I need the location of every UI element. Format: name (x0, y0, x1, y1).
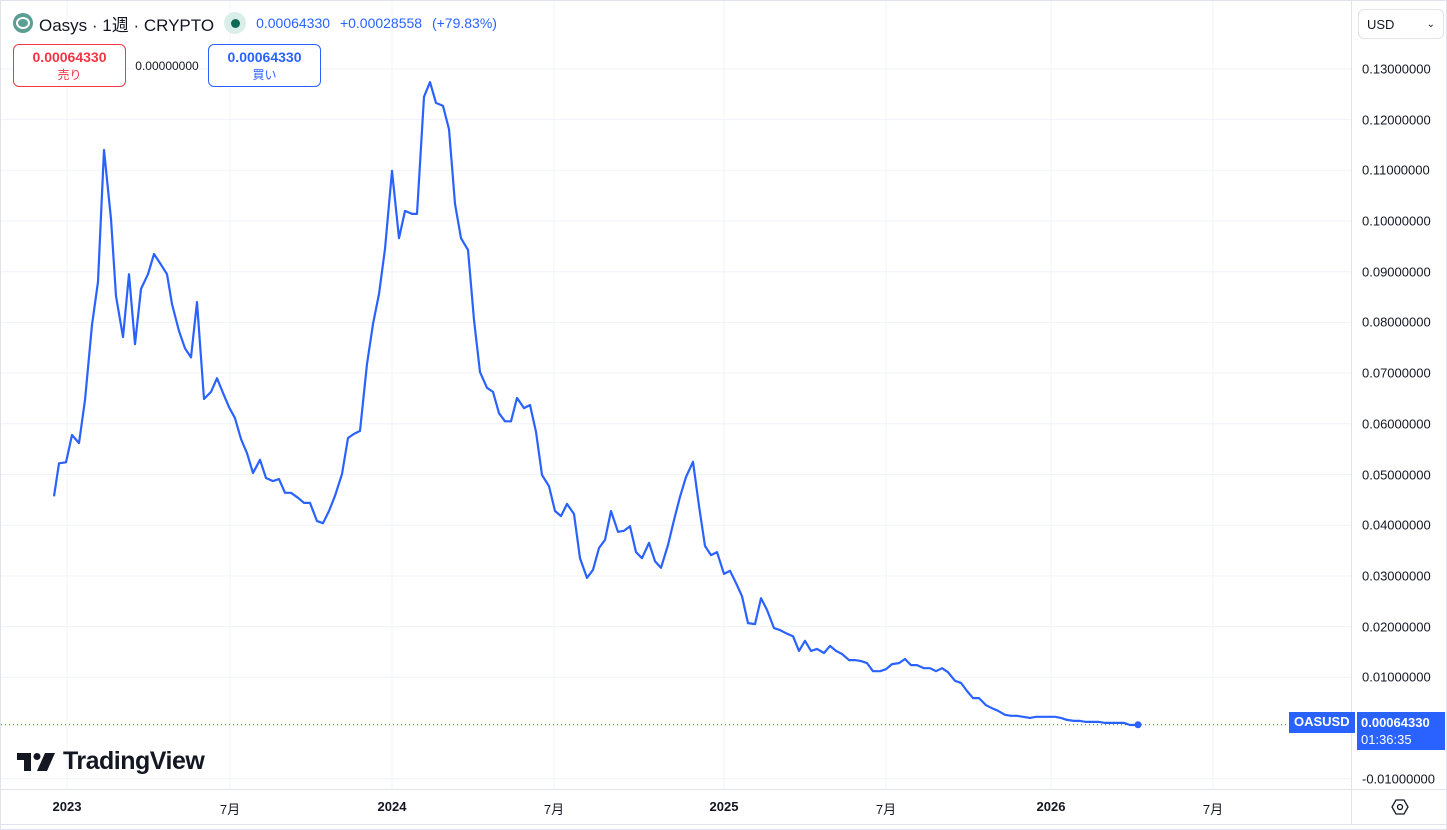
price-tick-label: 0.06000000 (1362, 416, 1431, 432)
trade-panel: 0.00064330 売り 0.00000000 0.00064330 買い (13, 44, 321, 87)
price-tick-label: 0.07000000 (1362, 365, 1431, 381)
symbol-legend: Oasys · 1週 · CRYPTO 0.00064330 +0.000285… (13, 11, 503, 35)
time-tick-label: 2024 (377, 799, 407, 814)
symbol-price-tag: OASUSD (1289, 712, 1355, 733)
price-change-pct: (+79.83%) (431, 15, 497, 31)
price-axis[interactable]: 0.13000000 0.12000000 0.11000000 0.10000000… (1351, 1, 1447, 789)
tradingview-logo[interactable]: TradingView (17, 747, 205, 776)
settings-hexagon-icon (1391, 799, 1409, 815)
sell-price: 0.00064330 (32, 48, 107, 65)
symbol-title[interactable]: Oasys · 1週 · CRYPTO (39, 15, 215, 35)
price-tick-label: 0.09000000 (1362, 264, 1431, 280)
price-tick-label: 0.01000000 (1362, 669, 1431, 685)
current-price-value: 0.00064330 (1361, 715, 1430, 730)
tradingview-logo-icon (17, 752, 55, 771)
currency-value: USD (1367, 16, 1395, 32)
time-tick-label: 2026 (1036, 799, 1066, 814)
price-tick-label: 0.10000000 (1362, 213, 1431, 229)
price-tick-label: 0.05000000 (1362, 467, 1431, 482)
market-status-icon[interactable] (224, 12, 247, 34)
buy-price: 0.00064330 (227, 48, 302, 65)
price-tick-label: 0.12000000 (1362, 112, 1431, 128)
legend-values: 0.00064330 +0.00028558 (+79.83%) (256, 15, 503, 31)
bar-countdown: 01:36:35 (1361, 732, 1412, 747)
time-tick-label: 7月 (1202, 802, 1224, 817)
currency-selector[interactable]: USD ⌄ (1358, 9, 1444, 39)
buy-label: 買い (252, 67, 277, 82)
buy-button[interactable]: 0.00064330 買い (208, 44, 321, 87)
price-tick-label: -0.01000000 (1362, 771, 1436, 787)
tradingview-logo-text: TradingView (63, 747, 205, 775)
last-price: 0.00064330 (256, 15, 331, 31)
oasys-logo-icon (13, 13, 33, 33)
chart-settings-button[interactable] (1351, 789, 1447, 825)
time-axis[interactable]: 2023 7月 2024 7月 2025 7月 2026 7月 (1, 789, 1351, 825)
time-tick-label: 7月 (219, 802, 241, 817)
chevron-down-icon: ⌄ (1426, 18, 1435, 30)
price-chart-plot[interactable] (1, 1, 1351, 789)
price-tick-label: 0.11000000 (1362, 162, 1430, 178)
price-tick-label: 0.02000000 (1362, 619, 1431, 635)
price-tick-label: 0.13000000 (1362, 61, 1431, 77)
last-point-marker (1134, 721, 1142, 729)
price-tick-label: 0.08000000 (1362, 314, 1431, 330)
price-tick-label: 0.04000000 (1362, 517, 1431, 533)
current-price-tag: 0.00064330 01:36:35 (1357, 712, 1445, 750)
sell-button[interactable]: 0.00064330 売り (13, 44, 126, 87)
sell-label: 売り (57, 67, 82, 82)
price-tick-label: 0.03000000 (1362, 568, 1431, 584)
price-line-chart[interactable] (1, 1, 1351, 789)
price-change: +0.00028558 (339, 15, 423, 31)
time-tick-label: 2025 (709, 799, 739, 814)
time-tick-label: 2023 (52, 799, 82, 814)
price-series-line[interactable] (52, 80, 1138, 727)
time-tick-label: 7月 (875, 802, 897, 817)
spread-value: 0.00000000 (135, 58, 199, 73)
time-tick-label: 7月 (543, 802, 565, 817)
